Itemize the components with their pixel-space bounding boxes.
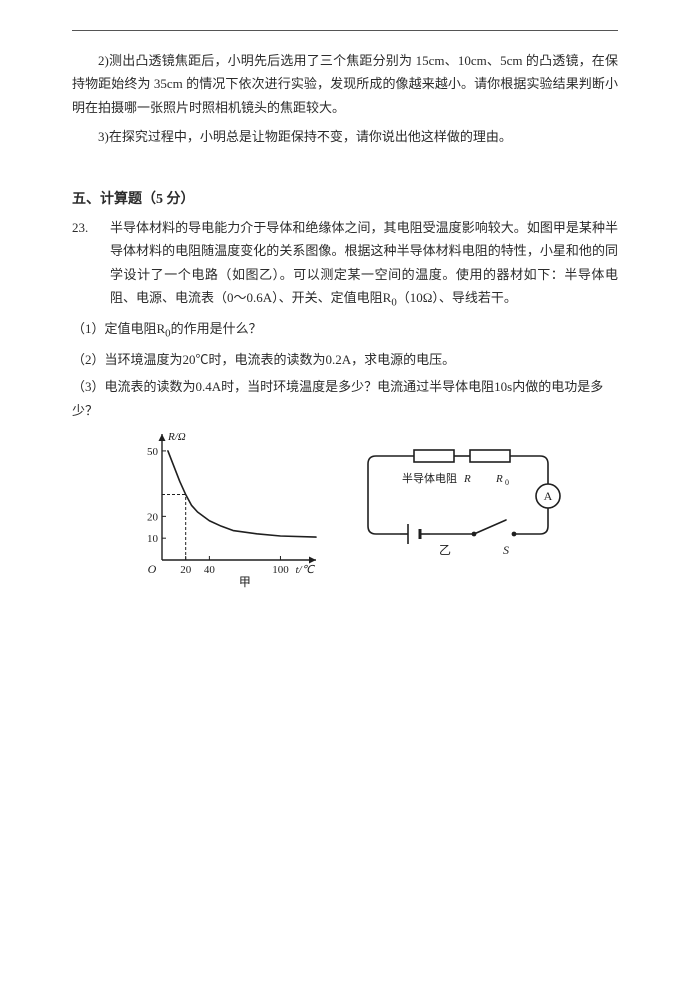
q22-p2-a: 2)测出凸透镜焦距后，小明先后选用了三个焦距分别为 [98, 53, 412, 68]
section-5-title: 五、计算题（5 分） [72, 187, 618, 212]
svg-text:10: 10 [147, 533, 159, 545]
q23-sub2: （2）当环境温度为20℃时，电流表的读数为0.2A，求电源的电压。 [72, 348, 618, 371]
q23-sub1-a: （1）定值电阻R [72, 321, 165, 336]
svg-text:0: 0 [505, 478, 509, 487]
page: 2)测出凸透镜焦距后，小明先后选用了三个焦距分别为 15cm、10cm、5cm … [0, 30, 690, 1006]
circuit-yi: A半导体电阻RR0乙S [352, 426, 562, 566]
svg-text:甲: 甲 [239, 575, 251, 589]
q23-stem-a: 半导体材料的导电能力介于导体和绝缘体之间，其电阻受温度影响较大。如图甲是某种半导… [110, 220, 618, 305]
q23-sub3: （3）电流表的读数为0.4A时，当时环境温度是多少？电流通过半导体电阻10s内做… [72, 379, 603, 417]
svg-text:半导体电阻: 半导体电阻 [402, 471, 457, 485]
top-rule [72, 30, 618, 31]
svg-text:A: A [544, 489, 553, 503]
q23-sub1: （1）定值电阻R0的作用是什么？ [72, 317, 618, 344]
svg-text:20: 20 [180, 564, 192, 576]
q23-number: 23. [72, 216, 110, 239]
q22-p2-values: 15cm、10cm、5cm [416, 53, 523, 68]
chart-jia: 10 20 50 20 40 100 R/Ω t/℃ O 甲 [128, 426, 328, 596]
svg-text:t/℃: t/℃ [296, 564, 316, 576]
svg-text:40: 40 [204, 564, 216, 576]
svg-text:R: R [495, 473, 503, 485]
svg-text:乙: 乙 [439, 543, 451, 557]
q23-sub3-wrap: （3）电流表的读数为0.4A时，当时环境温度是多少？电流通过半导体电阻10s内做… [72, 375, 618, 422]
q22-p2-dist: 35cm [154, 76, 183, 91]
q22-part2: 2)测出凸透镜焦距后，小明先后选用了三个焦距分别为 15cm、10cm、5cm … [72, 49, 618, 119]
svg-text:100: 100 [272, 564, 289, 576]
q23-stem-b: （10Ω）、导线若干。 [397, 290, 517, 305]
svg-text:20: 20 [147, 512, 159, 524]
svg-text:O: O [148, 562, 157, 576]
q23-body: 半导体材料的导电能力介于导体和绝缘体之间，其电阻受温度影响较大。如图甲是某种半导… [110, 216, 618, 313]
q22-part3: 3)在探究过程中，小明总是让物距保持不变，请你说出他这样做的理由。 [72, 125, 618, 148]
svg-text:R/Ω: R/Ω [167, 431, 186, 443]
figures-row: 1020502040100R/Ωt/℃O甲 A半导体电阻RR0乙S [72, 426, 618, 596]
q23-row: 23. 半导体材料的导电能力介于导体和绝缘体之间，其电阻受温度影响较大。如图甲是… [72, 216, 618, 313]
svg-text:S: S [503, 543, 509, 557]
svg-text:R: R [463, 473, 471, 485]
q23-sub1-end: 的作用是什么？ [171, 321, 262, 336]
content-area: 2)测出凸透镜焦距后，小明先后选用了三个焦距分别为 15cm、10cm、5cm … [72, 30, 618, 596]
svg-text:50: 50 [147, 446, 159, 458]
